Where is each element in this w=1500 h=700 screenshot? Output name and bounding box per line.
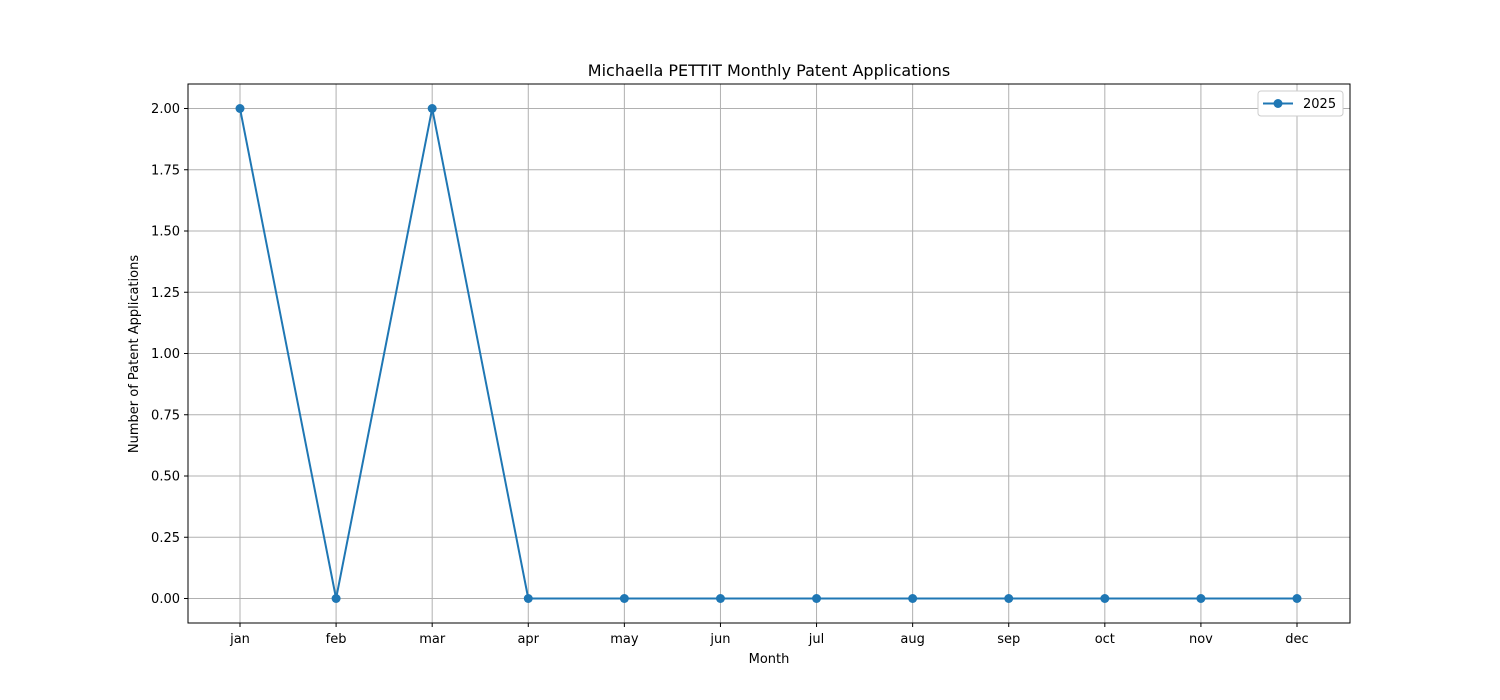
data-point [716,594,725,603]
x-tick-label: jul [808,632,824,647]
data-point [1293,594,1302,603]
x-tick-label: nov [1189,632,1213,647]
x-tick-label: aug [900,632,924,647]
y-tick-label: 0.50 [151,470,180,485]
legend-point-marker [1274,99,1283,108]
data-point [812,594,821,603]
legend: 2025 [1258,91,1343,116]
x-axis-title: Month [749,652,790,667]
data-point [908,594,917,603]
y-tick-label: 2.00 [151,102,180,117]
y-tick-label: 0.75 [151,408,180,423]
data-point [236,104,245,113]
x-tick-label: jan [229,632,250,647]
legend-label: 2025 [1303,97,1336,112]
x-tick-label: may [610,632,639,647]
x-tick-label: feb [326,632,347,647]
y-tick-label: 0.00 [151,592,180,607]
data-point [1004,594,1013,603]
x-tick-label: dec [1285,632,1308,647]
x-tick-label: oct [1095,632,1115,647]
chart-title: Michaella PETTIT Monthly Patent Applicat… [588,61,950,80]
data-point [620,594,629,603]
data-point [524,594,533,603]
y-tick-label: 1.00 [151,347,180,362]
x-axis: jan feb mar apr may jun jul aug sep oct nov dec [229,623,1309,647]
y-tick-label: 1.75 [151,163,180,178]
y-tick-label: 0.25 [151,531,180,546]
y-axis: 0.00 0.25 0.50 0.75 1.00 1.25 1.50 1.75 2.00 [151,102,188,607]
data-point [428,104,437,113]
x-tick-label: apr [517,632,539,647]
y-tick-label: 1.50 [151,225,180,240]
data-point [332,594,341,603]
data-point [1196,594,1205,603]
x-tick-label: sep [997,632,1020,647]
y-axis-title: Number of Patent Applications [127,255,142,453]
data-point [1100,594,1109,603]
x-tick-label: mar [419,632,446,647]
x-tick-label: jun [709,632,730,647]
grid [188,84,1350,623]
y-tick-label: 1.25 [151,286,180,301]
